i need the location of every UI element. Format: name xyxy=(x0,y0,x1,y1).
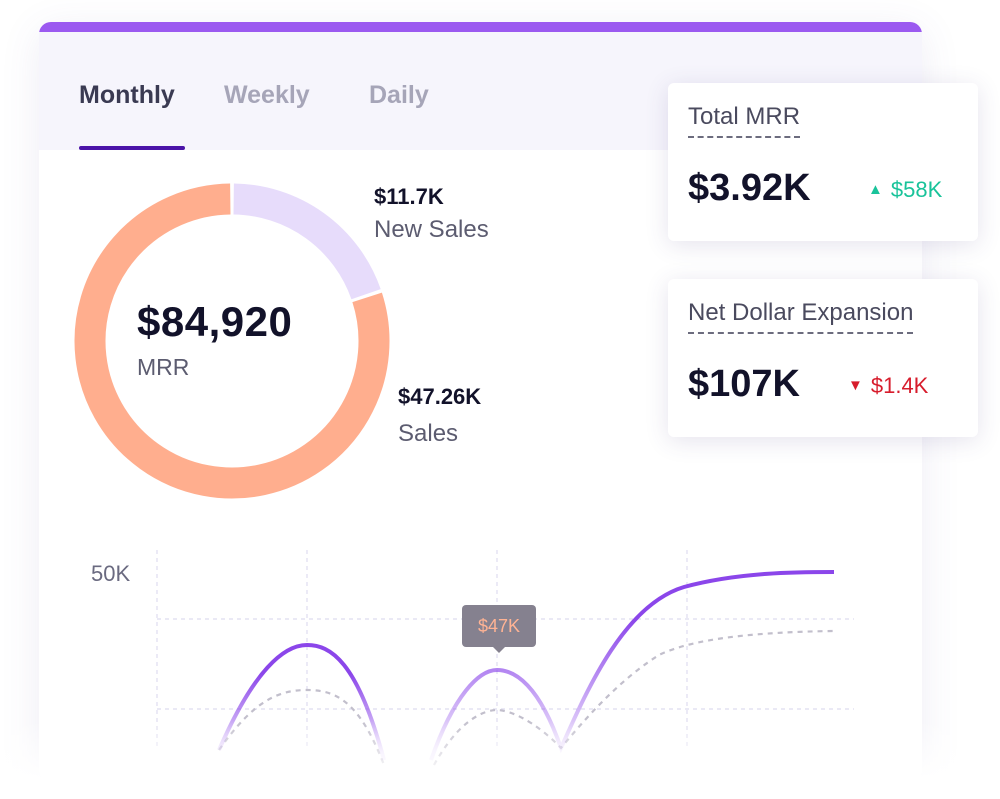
mrr-donut-chart xyxy=(74,183,390,499)
total-mrr-title: Total MRR xyxy=(688,103,801,138)
total-mrr-delta: ▲ $58K xyxy=(868,177,942,203)
primary-line-segment xyxy=(217,642,386,761)
mrr-total-value: $84,920 xyxy=(137,298,293,345)
arrow-down-icon: ▼ xyxy=(848,377,863,394)
new-sales-label: New Sales xyxy=(374,216,489,243)
tab-daily[interactable]: Daily xyxy=(369,81,429,109)
net-dollar-expansion-delta: ▼ $1.4K xyxy=(848,373,928,399)
tab-weekly[interactable]: Weekly xyxy=(224,81,310,109)
chart-tooltip: $47K xyxy=(462,605,536,653)
secondary-line-segment xyxy=(218,688,386,766)
total-mrr-value: $3.92K xyxy=(688,167,811,209)
tab-monthly[interactable]: Monthly xyxy=(79,81,175,109)
active-tab-indicator xyxy=(79,146,185,150)
net-dollar-expansion-delta-value: $1.4K xyxy=(870,373,929,398)
card-accent-bar xyxy=(39,22,922,32)
y-axis-tick-label: 50K xyxy=(91,561,131,586)
donut-segment-new-sales xyxy=(233,183,381,300)
bottom-fade-overlay xyxy=(0,720,1000,799)
sales-value: $47.26K xyxy=(398,384,482,409)
mrr-total-label: MRR xyxy=(137,354,190,380)
sales-label: Sales xyxy=(398,420,459,447)
new-sales-value: $11.7K xyxy=(374,184,444,209)
donut-segment-sales xyxy=(74,183,390,499)
total-mrr-card: Total MRR $3.92K ▲ $58K xyxy=(668,83,978,241)
net-dollar-expansion-value: $107K xyxy=(688,363,800,405)
arrow-up-icon: ▲ xyxy=(868,181,883,198)
secondary-line-segment xyxy=(433,629,835,766)
total-mrr-delta-value: $58K xyxy=(890,177,943,202)
net-dollar-expansion-title: Net Dollar Expansion xyxy=(688,299,914,334)
net-dollar-expansion-card: Net Dollar Expansion $107K ▼ $1.4K xyxy=(668,279,978,437)
